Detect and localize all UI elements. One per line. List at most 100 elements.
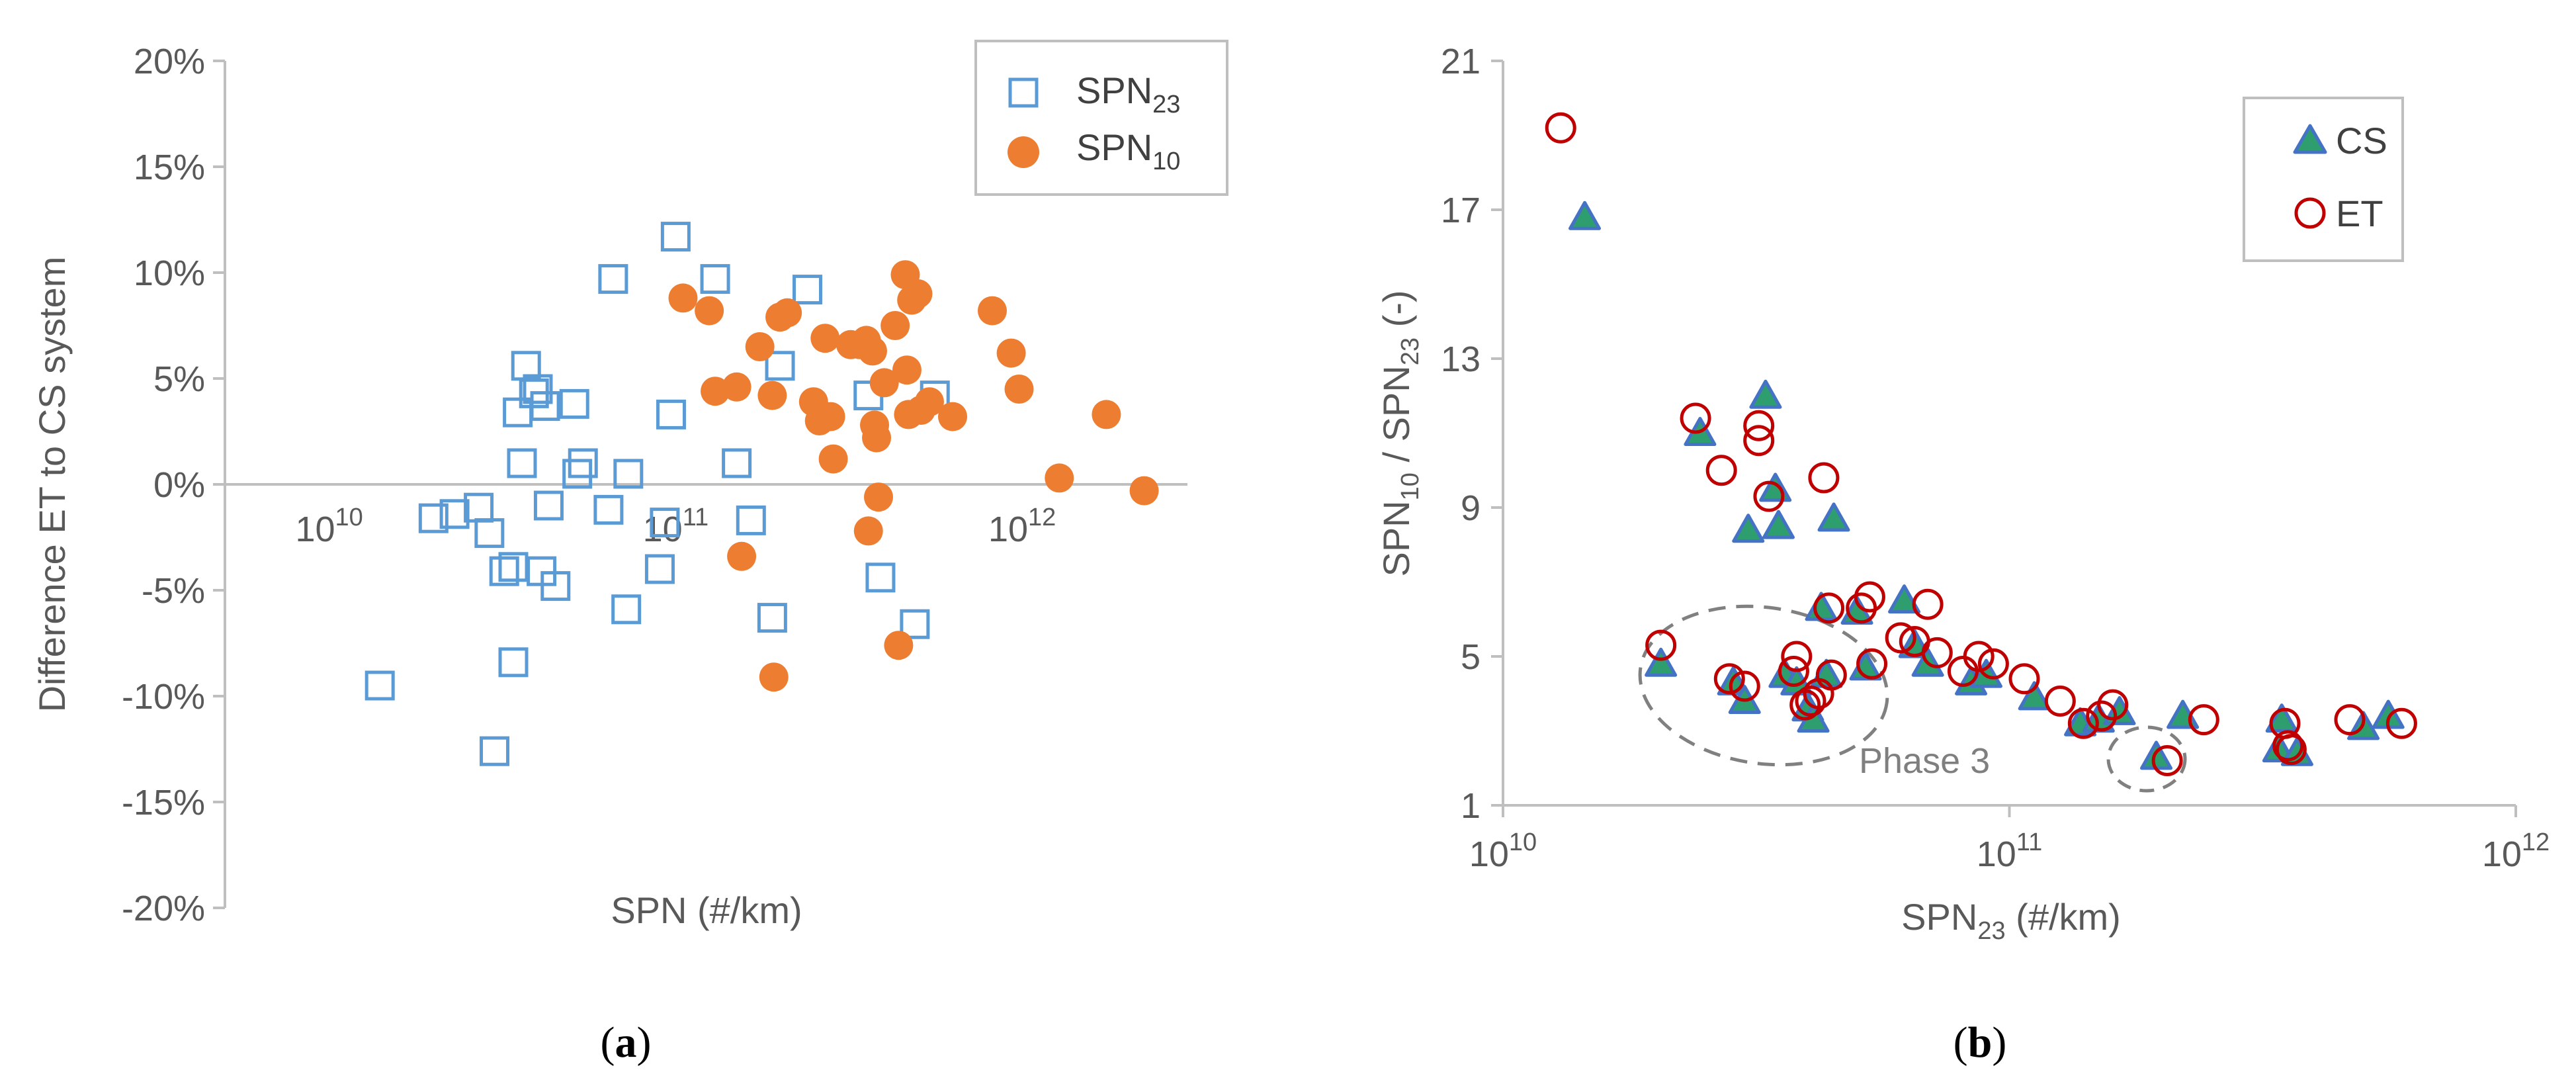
spn10-point [903, 279, 933, 308]
et-point [1963, 641, 1995, 672]
panel-b-x-axis-label: SPN23 (#/km) [1901, 896, 2121, 945]
legend-spn10-marker [1008, 136, 1039, 168]
a-y-tick-label: 10% [134, 253, 205, 293]
spn23-point [533, 490, 564, 521]
spn23-point [656, 399, 686, 429]
spn10-point [977, 296, 1007, 326]
et-point [1729, 670, 1760, 702]
b-x-tick-label: 1010 [1469, 828, 1537, 874]
spn10-point [701, 377, 730, 406]
spn23-point [660, 222, 691, 252]
b-y-tick-label: 9 [1461, 488, 1481, 528]
legend-spn23-sub: 23 [1152, 91, 1180, 118]
a-y-tick-label: -20% [122, 889, 205, 928]
panel-a-x-axis-label: SPN (#/km) [611, 889, 802, 931]
et-point [1753, 480, 1785, 512]
spn10-point [869, 368, 899, 398]
spn23-point [613, 459, 644, 489]
legend-spn23-label: SPN23 [1076, 69, 1180, 118]
et-point [1813, 592, 1845, 624]
spn10-point [853, 516, 883, 546]
ylabel-end: (-) [1375, 290, 1417, 337]
a-x-tick-label-base: 10 [295, 510, 335, 549]
et-point [1778, 656, 1809, 687]
cs-point [1762, 510, 1795, 539]
et-point [2044, 686, 2076, 717]
et-point [2067, 707, 2099, 739]
b-x-tick-label-exp: 10 [1509, 828, 1537, 856]
et-point [1713, 663, 1745, 695]
et-point [1645, 629, 1677, 661]
spn23-point [498, 552, 529, 582]
spn10-point [773, 298, 802, 328]
et-point [2086, 700, 2118, 732]
xlabel-rest: (#/km) [2006, 896, 2121, 938]
spn10-point [1129, 476, 1159, 506]
phase3-annotation: Phase 3 [1859, 741, 1990, 781]
a-y-tick-label: 5% [153, 359, 205, 399]
et-point [1885, 622, 1916, 654]
b-x-tick-label: 1011 [1977, 828, 2043, 874]
ylabel-sub-a: 10 [1396, 472, 1424, 500]
a-y-tick-label: 0% [153, 465, 205, 505]
spn10-point [745, 332, 775, 361]
et-point [1781, 641, 1813, 672]
a-y-tick-label: -10% [122, 677, 205, 717]
spn10-point [810, 324, 840, 353]
spn23-point [507, 448, 537, 478]
spn23-point [474, 518, 505, 549]
ylabel-part-a: SPN [1375, 500, 1417, 576]
panel-b-legend: CS ET [2243, 97, 2404, 262]
cs-point [1732, 513, 1765, 543]
b-y-tick-label: 1 [1461, 786, 1481, 826]
spn23-point [722, 448, 752, 478]
et-point [1854, 581, 1885, 613]
spn23-point [757, 603, 787, 633]
spn23-point [865, 562, 896, 593]
et-point [1912, 588, 1944, 620]
panel-b-legend-box [2243, 97, 2404, 262]
et-point [1808, 462, 1840, 494]
a-y-tick-label: -5% [142, 571, 205, 611]
spn23-point [439, 499, 470, 529]
panel-b-points [1545, 112, 2417, 776]
spn23-point [736, 505, 766, 535]
et-point [2151, 745, 2183, 776]
et-point [1545, 112, 1576, 144]
b-x-tick-label-exp: 11 [2016, 828, 2042, 856]
spn10-point [818, 444, 848, 474]
spn23-point [562, 459, 593, 489]
b-x-tick-label-base: 10 [1977, 834, 2016, 874]
panel-b-y-ticks: 21 17 13 9 5 1 [1441, 42, 1503, 826]
b-y-tick-label: 5 [1461, 637, 1481, 677]
phase3-small-dashed-ellipse [2106, 725, 2187, 793]
legend-spn23-base: SPN [1076, 69, 1152, 111]
xlabel-base: SPN [1901, 896, 1977, 938]
spn10-point [884, 631, 914, 660]
spn23-point [530, 391, 560, 422]
et-point [1856, 648, 1888, 680]
legend-cs-marker [2293, 124, 2327, 154]
spn23-point [523, 374, 553, 404]
spn10-point [757, 380, 787, 410]
a-x-tick-label: 1011 [643, 504, 709, 549]
spn23-point [418, 503, 449, 533]
a-x-tick-label-exp: 12 [1028, 504, 1056, 531]
cs-point [2167, 699, 2200, 729]
et-point [2385, 707, 2417, 739]
cs-point [1759, 472, 1792, 502]
legend-et-label: ET [2336, 193, 2383, 234]
et-point [1743, 410, 1775, 441]
spn23-point [611, 594, 642, 625]
panel-a-letter: a [615, 1018, 637, 1067]
et-point [1921, 637, 1953, 668]
cs-point [2265, 703, 2298, 733]
spn23-point [489, 556, 519, 586]
cs-point [1888, 584, 1921, 614]
spn10-point [880, 311, 910, 340]
panel-a-y-ticks: 20% 15% 10% 5% 0% -5% -10% -15% -20% [122, 42, 225, 928]
a-x-tick-label-base: 10 [988, 510, 1028, 549]
spn23-point [793, 275, 823, 305]
spn10-point [864, 482, 894, 512]
